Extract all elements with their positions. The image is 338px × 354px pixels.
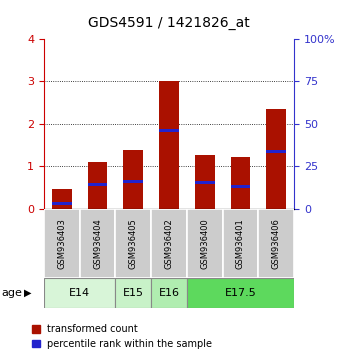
Bar: [115, 209, 151, 278]
Bar: [266, 150, 286, 153]
Bar: [159, 81, 179, 209]
Text: E16: E16: [159, 288, 179, 298]
Bar: [115, 278, 151, 308]
Text: GSM936400: GSM936400: [200, 218, 209, 269]
Bar: [151, 278, 187, 308]
Text: age: age: [2, 288, 23, 298]
Text: GSM936406: GSM936406: [272, 218, 281, 269]
Bar: [80, 209, 115, 278]
Text: GSM936402: GSM936402: [165, 218, 173, 269]
Bar: [151, 209, 187, 278]
Text: E15: E15: [123, 288, 144, 298]
Bar: [44, 209, 80, 278]
Bar: [195, 155, 215, 209]
Text: ▶: ▶: [24, 288, 31, 298]
Text: GSM936401: GSM936401: [236, 218, 245, 269]
Bar: [123, 150, 143, 209]
Text: GSM936405: GSM936405: [129, 218, 138, 269]
Bar: [88, 162, 107, 209]
Legend: transformed count, percentile rank within the sample: transformed count, percentile rank withi…: [32, 324, 213, 349]
Bar: [88, 183, 107, 186]
Text: GDS4591 / 1421826_at: GDS4591 / 1421826_at: [88, 16, 250, 30]
Text: GSM936404: GSM936404: [93, 218, 102, 269]
Bar: [258, 209, 294, 278]
Bar: [195, 181, 215, 184]
Text: E17.5: E17.5: [224, 288, 256, 298]
Bar: [52, 189, 72, 209]
Bar: [187, 278, 294, 308]
Bar: [266, 109, 286, 209]
Bar: [231, 185, 250, 188]
Bar: [187, 209, 223, 278]
Bar: [159, 129, 179, 132]
Text: E14: E14: [69, 288, 90, 298]
Bar: [52, 202, 72, 205]
Bar: [123, 180, 143, 183]
Bar: [223, 209, 258, 278]
Bar: [44, 278, 115, 308]
Bar: [231, 157, 250, 209]
Text: GSM936403: GSM936403: [57, 218, 66, 269]
